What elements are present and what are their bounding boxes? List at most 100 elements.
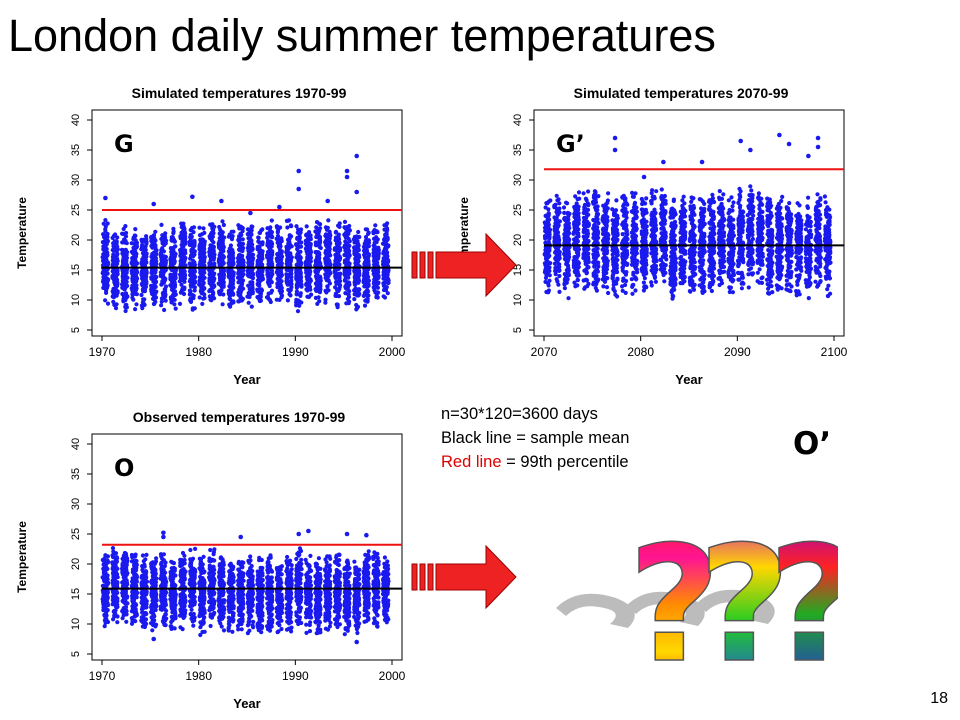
data-point <box>593 190 598 195</box>
data-point <box>197 225 202 230</box>
data-point <box>596 235 601 240</box>
data-point <box>202 292 207 297</box>
data-point <box>228 243 233 248</box>
data-point <box>581 191 586 196</box>
data-point <box>105 301 111 306</box>
data-point <box>567 231 572 236</box>
data-point <box>327 281 332 286</box>
data-point <box>269 218 274 223</box>
data-point <box>154 251 159 257</box>
data-point <box>202 255 207 260</box>
data-point <box>191 230 196 235</box>
data-point <box>260 240 265 245</box>
data-point <box>289 255 294 260</box>
data-point <box>316 295 321 300</box>
data-point <box>308 242 313 247</box>
data-point <box>231 300 236 305</box>
data-point <box>153 268 158 273</box>
data-point <box>140 306 145 311</box>
data-point <box>634 205 639 210</box>
data-point <box>338 278 343 284</box>
data-point <box>375 237 380 242</box>
data-point <box>337 221 342 226</box>
data-point <box>248 210 253 216</box>
data-point <box>299 284 304 289</box>
data-point <box>614 198 619 203</box>
data-point <box>554 193 559 198</box>
data-point <box>328 271 333 276</box>
data-point <box>347 253 352 258</box>
data-point <box>228 304 233 309</box>
data-point <box>240 246 246 251</box>
data-point <box>366 230 371 235</box>
data-point <box>614 281 619 286</box>
data-point <box>101 221 106 226</box>
y-tick-label: 35 <box>512 144 524 156</box>
data-point <box>552 261 557 266</box>
data-point <box>222 268 227 273</box>
data-point <box>192 306 197 311</box>
data-point <box>307 230 312 235</box>
data-point <box>285 225 290 230</box>
data-point <box>219 198 224 204</box>
data-point <box>125 250 130 255</box>
data-point <box>596 264 601 269</box>
data-point <box>249 304 254 309</box>
data-point <box>144 270 149 275</box>
data-point <box>382 295 388 300</box>
y-tick-label: 40 <box>512 114 524 126</box>
data-point <box>296 168 302 174</box>
data-point <box>124 279 129 284</box>
data-point <box>151 201 157 207</box>
data-point <box>285 298 290 303</box>
y-tick-label: 30 <box>70 174 82 186</box>
data-point <box>221 222 226 228</box>
data-point <box>173 292 178 297</box>
data-point <box>575 239 580 244</box>
data-point <box>192 262 197 267</box>
data-point <box>576 261 581 266</box>
data-point <box>143 247 148 252</box>
data-point <box>567 211 572 216</box>
data-point <box>270 272 275 277</box>
data-point <box>220 230 225 235</box>
data-point <box>275 233 281 239</box>
x-axis-label: Year <box>675 372 702 387</box>
data-point <box>105 253 110 258</box>
data-point <box>584 270 589 275</box>
data-point <box>251 272 256 277</box>
points-group <box>100 153 391 314</box>
data-point <box>557 264 562 269</box>
data-point <box>365 227 370 232</box>
data-point <box>288 258 294 263</box>
data-point <box>240 237 245 242</box>
data-point <box>212 276 217 281</box>
data-point <box>289 275 294 280</box>
data-point <box>250 261 255 266</box>
data-point <box>231 261 236 267</box>
data-point <box>576 250 581 255</box>
data-point <box>365 289 371 294</box>
data-point <box>177 301 183 306</box>
data-point <box>624 278 629 284</box>
data-point <box>644 219 649 224</box>
data-point <box>124 259 129 264</box>
data-point <box>624 223 629 228</box>
data-point <box>575 278 580 283</box>
data-point <box>289 281 294 287</box>
data-point <box>347 223 352 229</box>
data-point <box>260 277 265 282</box>
data-point <box>546 283 551 288</box>
y-axis-label: Temperature <box>457 197 471 269</box>
data-point <box>192 285 197 290</box>
data-point <box>634 251 639 256</box>
chart-title: Simulated temperatures 2070-99 <box>574 85 789 101</box>
data-point <box>605 218 610 223</box>
x-tick-label: 1980 <box>185 345 212 359</box>
data-point <box>576 227 581 232</box>
data-point <box>258 292 263 297</box>
data-point <box>212 252 217 257</box>
data-point <box>142 297 147 302</box>
data-point <box>557 268 562 273</box>
data-point <box>325 198 331 204</box>
